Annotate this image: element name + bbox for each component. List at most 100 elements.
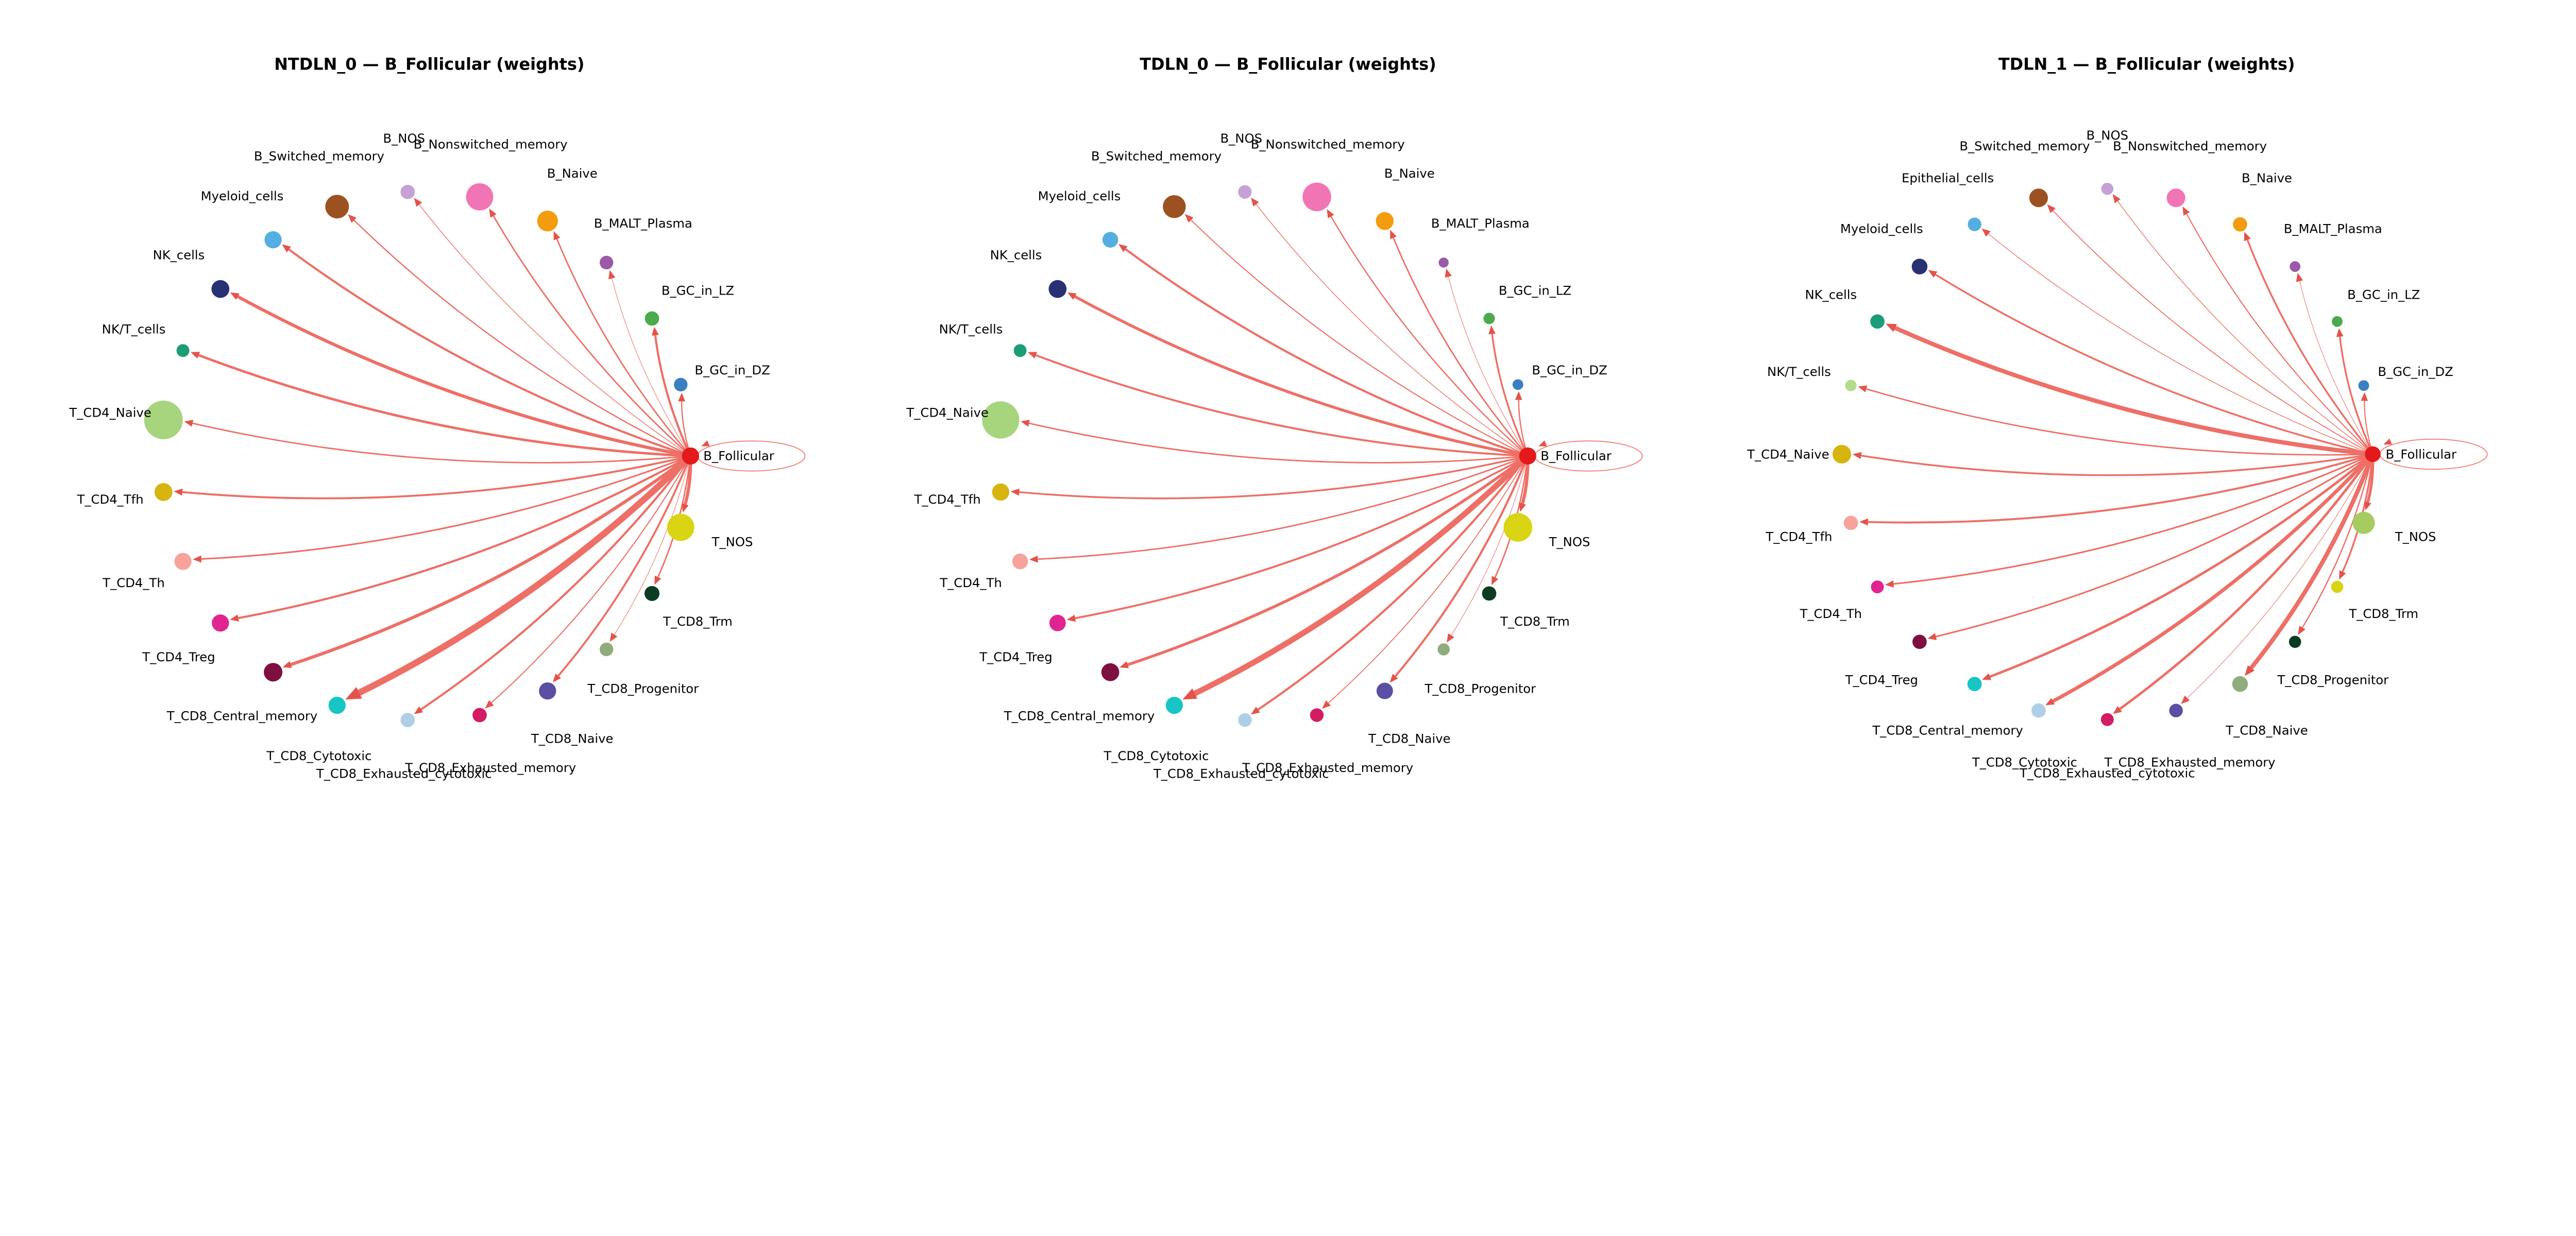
edge-T_CD4_Tfh bbox=[1865, 453, 2374, 524]
arrowhead-T_CD4_Tfh bbox=[174, 488, 183, 496]
edge-T_CD8_Exhausted_cytotoxic bbox=[2116, 453, 2374, 712]
node-label-T_CD8_Exhausted_memory: T_CD8_Exhausted_memory bbox=[1242, 760, 1413, 775]
arrowhead-T_CD8_Naive bbox=[2244, 665, 2255, 676]
node-B_Switched_memory bbox=[1163, 195, 1186, 218]
edge-Myeloid_cells bbox=[285, 247, 691, 457]
node-Myeloid_cells bbox=[264, 231, 282, 249]
arrowhead-NK/T_cells bbox=[191, 352, 200, 359]
edge-B_NOS bbox=[417, 202, 691, 456]
node-label-B_MALT_Plasma: B_MALT_Plasma bbox=[2284, 221, 2382, 236]
edge-NK_cells bbox=[234, 294, 691, 458]
edge-T_CD8_Cytotoxic bbox=[352, 453, 693, 698]
node-T_CD8_Trm bbox=[1482, 586, 1497, 601]
node-T_CD4_Th bbox=[1871, 580, 1884, 594]
edge-T_CD4_Naive bbox=[189, 422, 691, 464]
node-T_CD8_Trm bbox=[2331, 580, 2344, 593]
node-label-Epithelial_cells: Epithelial_cells bbox=[1902, 170, 1994, 185]
node-label-T_CD4_Naive: T_CD4_Naive bbox=[1747, 447, 1829, 461]
arrowhead-B_GC_in_DZ bbox=[678, 392, 686, 402]
node-label-B_Nonswitched_memory: B_Nonswitched_memory bbox=[1251, 137, 1405, 152]
node-label-T_CD8_Exhausted_cytotoxic: T_CD8_Exhausted_cytotoxic bbox=[2019, 766, 2195, 781]
arrowhead-T_CD4_Treg bbox=[1927, 633, 1937, 640]
node-NK/T_cells bbox=[1845, 380, 1857, 391]
edge-B_Nonswitched_memory bbox=[2184, 211, 2374, 455]
arrowhead-B_Naive bbox=[1390, 230, 1397, 239]
edge-NK/T_cells bbox=[1863, 387, 2373, 456]
hub-node-B_Follicular bbox=[2365, 446, 2381, 462]
arrowhead-B_Naive bbox=[553, 231, 561, 241]
arrowhead-T_CD4_Tfh bbox=[1859, 518, 1868, 526]
arrowhead-T_CD4_Treg bbox=[230, 614, 239, 622]
node-label-B_MALT_Plasma: B_MALT_Plasma bbox=[1431, 216, 1530, 231]
node-T_CD4_Th bbox=[1012, 553, 1028, 570]
node-NK/T_cells bbox=[1013, 344, 1027, 357]
node-label-T_CD4_Tfh: T_CD4_Tfh bbox=[77, 492, 144, 507]
node-T_NOS bbox=[667, 513, 694, 541]
node-label-T_NOS: T_NOS bbox=[711, 534, 753, 549]
arrowhead-B_Switched_memory bbox=[348, 214, 357, 223]
node-label-T_NOS: T_NOS bbox=[2395, 529, 2436, 544]
hub-label: B_Follicular bbox=[703, 449, 774, 464]
node-label-NK/T_cells: NK/T_cells bbox=[939, 321, 1003, 336]
node-T_CD4_Treg bbox=[1049, 614, 1066, 631]
node-label-T_CD8_Exhausted_cytotoxic: T_CD8_Exhausted_cytotoxic bbox=[1153, 766, 1329, 781]
node-label-NK/T_cells: NK/T_cells bbox=[102, 321, 166, 336]
edge-Epithelial_cells bbox=[1986, 231, 2373, 455]
panel-2: B_Follicular B_GC_in_DZ B_GC_in_LZ B_MALT_P… bbox=[1747, 54, 2488, 781]
arrowhead-B_GC_in_LZ bbox=[652, 327, 659, 336]
labels: B_Follicular B_GC_in_DZ B_GC_in_LZ B_MALT_P… bbox=[906, 131, 1611, 781]
node-label-B_Naive: B_Naive bbox=[2242, 170, 2292, 185]
arrowhead-T_CD8_Progenitor bbox=[2298, 625, 2306, 635]
labels: B_Follicular B_GC_in_DZ B_GC_in_LZ B_MALT_P… bbox=[69, 131, 774, 781]
edge-T_CD8_Exhausted_memory bbox=[1326, 455, 1529, 706]
arrowhead-B_Nonswitched_memory bbox=[1327, 209, 1334, 218]
node-B_Naive bbox=[2233, 217, 2247, 232]
node-label-B_Naive: B_Naive bbox=[1384, 166, 1435, 181]
arrowhead-T_CD8_Exhausted_memory bbox=[2181, 695, 2190, 705]
edge-T_CD4_Th bbox=[1035, 455, 1528, 560]
edge-B_MALT_Plasma bbox=[611, 275, 691, 456]
node-B_NOS bbox=[400, 184, 415, 199]
edge-Myeloid_cells bbox=[1932, 272, 2373, 455]
node-label-T_CD8_Cytotoxic: T_CD8_Cytotoxic bbox=[1972, 755, 2077, 770]
node-T_CD8_Cytotoxic bbox=[328, 696, 346, 714]
arrowhead-T_CD8_Central_memory bbox=[282, 661, 292, 668]
node-label-T_CD8_Cytotoxic: T_CD8_Cytotoxic bbox=[1103, 748, 1209, 763]
arrowhead-NK_cells bbox=[230, 292, 240, 300]
network-weights-chart: B_Follicular B_GC_in_DZ B_GC_in_LZ B_MALT_P… bbox=[69, 54, 2488, 781]
arrowhead-B_MALT_Plasma bbox=[608, 270, 616, 280]
arrowhead-T_CD4_Th bbox=[193, 555, 202, 563]
node-NK_cells bbox=[1870, 314, 1885, 329]
edge-B_GC_in_LZ bbox=[2338, 333, 2374, 455]
node-label-T_CD4_Tfh: T_CD4_Tfh bbox=[1765, 529, 1832, 544]
edge-T_CD8_Exhausted_cytotoxic bbox=[418, 455, 691, 712]
node-label-T_CD8_Central_memory: T_CD8_Central_memory bbox=[1872, 723, 2023, 738]
node-label-T_CD8_Central_memory: T_CD8_Central_memory bbox=[166, 709, 317, 724]
node-T_CD8_Exhausted_memory bbox=[472, 708, 487, 723]
edge-B_GC_in_LZ bbox=[1490, 331, 1529, 457]
edge-T_CD8_Naive bbox=[1392, 455, 1529, 679]
edge-B_Switched_memory bbox=[1188, 217, 1528, 457]
edge-B_Naive bbox=[555, 236, 691, 457]
arrowhead-T_CD8_Central_memory bbox=[1982, 673, 1992, 680]
edge-B_MALT_Plasma bbox=[1447, 273, 1528, 456]
node-B_Switched_memory bbox=[2029, 188, 2048, 208]
arrowhead-Myeloid_cells bbox=[1928, 270, 1938, 278]
node-label-T_CD8_Exhausted_cytotoxic: T_CD8_Exhausted_cytotoxic bbox=[316, 766, 492, 781]
node-label-B_Nonswitched_memory: B_Nonswitched_memory bbox=[414, 137, 568, 152]
node-label-T_CD8_Progenitor: T_CD8_Progenitor bbox=[1424, 681, 1536, 696]
arrowhead-NK_cells bbox=[1886, 323, 1897, 332]
arrowhead-B_Switched_memory bbox=[1184, 214, 1194, 223]
arrowhead-T_CD8_Cytotoxic bbox=[345, 686, 362, 700]
panel-title: TDLN_1 — B_Follicular (weights) bbox=[1998, 54, 2295, 74]
edge-T_CD4_Treg bbox=[235, 455, 691, 620]
node-Myeloid_cells bbox=[1102, 232, 1118, 248]
edge-B_Naive bbox=[2245, 236, 2374, 455]
node-label-Myeloid_cells: Myeloid_cells bbox=[201, 188, 284, 203]
node-T_CD8_Trm bbox=[644, 586, 660, 602]
node-B_Nonswitched_memory bbox=[2166, 188, 2185, 208]
arrowhead-B_MALT_Plasma bbox=[2296, 272, 2303, 282]
node-Myeloid_cells bbox=[1911, 259, 1928, 274]
arrowhead-T_CD4_Naive bbox=[184, 420, 194, 427]
edge-T_CD8_Exhausted_memory bbox=[2184, 454, 2374, 700]
